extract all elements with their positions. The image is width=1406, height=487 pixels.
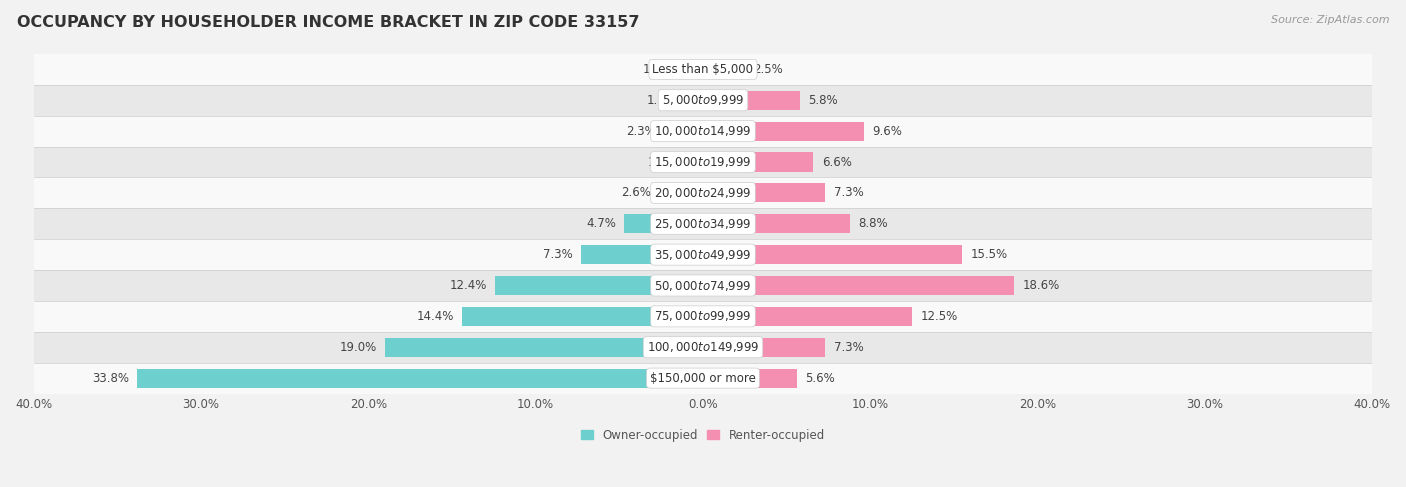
Bar — [703, 60, 745, 79]
Text: 1.0%: 1.0% — [648, 155, 678, 169]
Text: $50,000 to $74,999: $50,000 to $74,999 — [654, 279, 752, 293]
Text: 19.0%: 19.0% — [339, 341, 377, 354]
Bar — [385, 337, 703, 357]
Text: 9.6%: 9.6% — [872, 125, 901, 138]
Text: 5.8%: 5.8% — [808, 94, 838, 107]
Text: 5.6%: 5.6% — [806, 372, 835, 385]
Bar — [34, 85, 1372, 116]
Text: $10,000 to $14,999: $10,000 to $14,999 — [654, 124, 752, 138]
Bar — [703, 122, 863, 141]
Bar — [34, 301, 1372, 332]
Bar — [34, 363, 1372, 393]
Bar — [703, 152, 814, 171]
Bar — [34, 332, 1372, 363]
Text: $25,000 to $34,999: $25,000 to $34,999 — [654, 217, 752, 231]
Bar — [665, 122, 703, 141]
Bar — [703, 369, 797, 388]
Text: 14.4%: 14.4% — [416, 310, 454, 323]
Bar — [686, 152, 703, 171]
Text: 7.3%: 7.3% — [543, 248, 572, 261]
Text: OCCUPANCY BY HOUSEHOLDER INCOME BRACKET IN ZIP CODE 33157: OCCUPANCY BY HOUSEHOLDER INCOME BRACKET … — [17, 15, 640, 30]
Text: 2.5%: 2.5% — [754, 63, 783, 76]
Text: $20,000 to $24,999: $20,000 to $24,999 — [654, 186, 752, 200]
Text: $15,000 to $19,999: $15,000 to $19,999 — [654, 155, 752, 169]
Text: 8.8%: 8.8% — [859, 217, 889, 230]
Text: 7.3%: 7.3% — [834, 341, 863, 354]
Text: $35,000 to $49,999: $35,000 to $49,999 — [654, 247, 752, 262]
Text: 12.4%: 12.4% — [450, 279, 486, 292]
Bar — [495, 276, 703, 295]
Bar — [581, 245, 703, 264]
Bar — [138, 369, 703, 388]
Text: 4.7%: 4.7% — [586, 217, 616, 230]
Text: $75,000 to $99,999: $75,000 to $99,999 — [654, 309, 752, 323]
Bar — [703, 337, 825, 357]
Bar — [34, 177, 1372, 208]
Bar — [682, 60, 703, 79]
Bar — [659, 183, 703, 203]
Text: 33.8%: 33.8% — [91, 372, 129, 385]
Bar — [34, 147, 1372, 177]
Text: Source: ZipAtlas.com: Source: ZipAtlas.com — [1271, 15, 1389, 25]
Bar — [685, 91, 703, 110]
Bar — [34, 116, 1372, 147]
Text: 2.3%: 2.3% — [627, 125, 657, 138]
Text: 15.5%: 15.5% — [970, 248, 1008, 261]
Text: 12.5%: 12.5% — [921, 310, 957, 323]
Bar — [34, 270, 1372, 301]
Bar — [463, 307, 703, 326]
Text: Less than $5,000: Less than $5,000 — [652, 63, 754, 76]
Bar — [703, 276, 1014, 295]
Bar — [703, 183, 825, 203]
Bar — [703, 307, 912, 326]
Text: 18.6%: 18.6% — [1022, 279, 1060, 292]
Text: 7.3%: 7.3% — [834, 187, 863, 199]
Text: 1.3%: 1.3% — [643, 63, 673, 76]
Bar — [703, 91, 800, 110]
Text: 2.6%: 2.6% — [621, 187, 651, 199]
Text: 6.6%: 6.6% — [823, 155, 852, 169]
Bar — [34, 239, 1372, 270]
Legend: Owner-occupied, Renter-occupied: Owner-occupied, Renter-occupied — [581, 429, 825, 442]
Bar — [34, 54, 1372, 85]
Bar — [703, 245, 963, 264]
Bar — [34, 208, 1372, 239]
Text: $150,000 or more: $150,000 or more — [650, 372, 756, 385]
Text: $100,000 to $149,999: $100,000 to $149,999 — [647, 340, 759, 354]
Text: 1.1%: 1.1% — [647, 94, 676, 107]
Bar — [703, 214, 851, 233]
Text: $5,000 to $9,999: $5,000 to $9,999 — [662, 94, 744, 107]
Bar — [624, 214, 703, 233]
